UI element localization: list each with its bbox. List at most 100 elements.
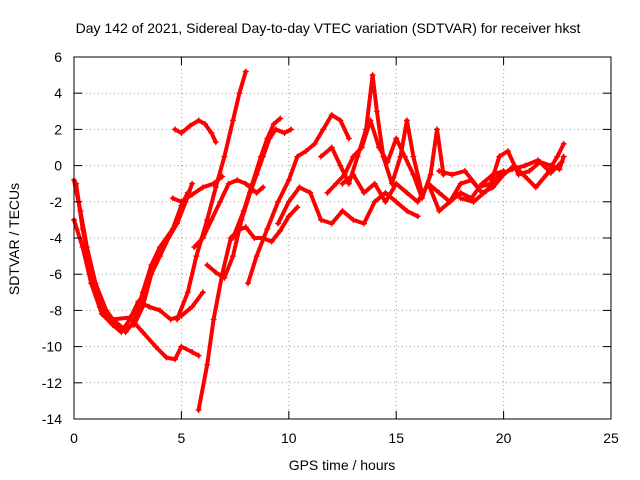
- data-point-marker: [457, 180, 464, 187]
- data-point-marker: [109, 316, 116, 323]
- data-point-marker: [204, 361, 211, 368]
- data-point-marker: [234, 177, 241, 184]
- data-point-marker: [242, 68, 249, 75]
- data-point-marker: [427, 171, 434, 178]
- x-tick-label: 0: [70, 430, 78, 446]
- data-point-marker: [382, 198, 389, 205]
- data-point-marker: [217, 198, 224, 205]
- data-point-marker: [277, 227, 284, 234]
- data-point-marker: [204, 262, 211, 269]
- data-point-marker: [135, 298, 142, 305]
- data-point-marker: [79, 244, 86, 251]
- data-point-marker: [240, 207, 247, 214]
- data-point-marker: [275, 220, 282, 227]
- data-point-marker: [554, 153, 561, 160]
- data-point-marker: [152, 343, 159, 350]
- data-point-marker: [434, 126, 441, 133]
- data-point-marker: [311, 140, 318, 147]
- data-point-marker: [307, 189, 314, 196]
- data-point-marker: [156, 307, 163, 314]
- data-point-marker: [253, 253, 260, 260]
- data-point-marker: [350, 216, 357, 223]
- data-point-marker: [118, 329, 125, 336]
- data-point-marker: [253, 189, 260, 196]
- data-point-marker: [189, 191, 196, 198]
- data-point-marker: [210, 316, 217, 323]
- chart-title: Day 142 of 2021, Sidereal Day-to-day VTE…: [76, 20, 581, 36]
- data-point-marker: [165, 235, 172, 241]
- data-point-marker: [148, 271, 155, 278]
- data-point-marker: [242, 224, 249, 231]
- data-point-marker: [195, 117, 202, 124]
- data-point-marker: [436, 168, 443, 175]
- data-point-marker: [174, 316, 181, 323]
- series-arc8: [171, 117, 219, 146]
- data-point-marker: [496, 153, 503, 160]
- data-point-marker: [382, 189, 389, 196]
- series-line: [276, 185, 420, 226]
- data-point-marker: [195, 352, 202, 359]
- data-point-marker: [191, 244, 198, 251]
- data-point-marker: [171, 356, 178, 363]
- data-point-marker: [212, 184, 219, 191]
- data-point-marker: [449, 171, 456, 178]
- data-point-marker: [294, 153, 301, 160]
- y-tick-label: -12: [42, 375, 62, 391]
- data-point-marker: [360, 220, 367, 227]
- data-point-marker: [287, 126, 294, 133]
- data-point-marker: [156, 253, 163, 260]
- x-tick-label: 25: [603, 430, 619, 446]
- data-point-marker: [337, 117, 344, 124]
- data-point-marker: [195, 406, 202, 413]
- data-point-marker: [547, 162, 554, 169]
- data-point-marker: [208, 130, 215, 137]
- data-point-marker: [285, 213, 292, 220]
- data-point-marker: [558, 158, 565, 165]
- series-arc12: [244, 111, 352, 287]
- x-tick-label: 5: [178, 430, 186, 446]
- data-series: [71, 68, 567, 413]
- data-point-marker: [526, 168, 533, 175]
- data-point-marker: [522, 162, 529, 169]
- y-tick-label: -14: [42, 411, 62, 427]
- data-point-marker: [212, 139, 219, 146]
- data-point-marker: [496, 171, 503, 178]
- data-point-marker: [212, 269, 219, 276]
- data-point-marker: [403, 117, 410, 124]
- data-point-marker: [184, 289, 191, 296]
- data-point-marker: [345, 135, 352, 142]
- y-tick-label: -6: [50, 266, 63, 282]
- series-arc13: [275, 184, 421, 227]
- data-point-marker: [79, 225, 86, 232]
- data-point-marker: [350, 153, 357, 160]
- data-point-marker: [251, 235, 258, 241]
- data-point-marker: [272, 126, 279, 133]
- data-point-marker: [163, 354, 170, 361]
- data-point-marker: [146, 303, 153, 310]
- data-point-marker: [285, 177, 292, 184]
- grid: [74, 57, 611, 419]
- data-point-marker: [414, 213, 421, 220]
- data-point-marker: [470, 198, 477, 205]
- data-point-marker: [167, 316, 174, 323]
- x-tick-label: 10: [281, 430, 297, 446]
- data-point-marker: [221, 153, 228, 160]
- y-axis-label: SDTVAR / TECUs: [6, 183, 22, 295]
- data-point-marker: [339, 207, 346, 214]
- series-line: [74, 181, 195, 331]
- data-point-marker: [225, 180, 232, 187]
- x-tick-labels: 0 5 10 15 20 25: [70, 430, 619, 446]
- series-arc6: [174, 68, 249, 323]
- data-point-marker: [229, 117, 236, 124]
- y-tick-label: 2: [54, 121, 62, 137]
- data-point-marker: [371, 180, 378, 187]
- data-point-marker: [337, 162, 344, 169]
- y-tick-label: 0: [54, 158, 62, 174]
- data-point-marker: [174, 220, 181, 227]
- series-arc19: [457, 157, 565, 205]
- data-point-marker: [208, 216, 215, 223]
- data-point-marker: [560, 153, 567, 160]
- data-point-marker: [360, 189, 367, 196]
- data-point-marker: [257, 153, 264, 160]
